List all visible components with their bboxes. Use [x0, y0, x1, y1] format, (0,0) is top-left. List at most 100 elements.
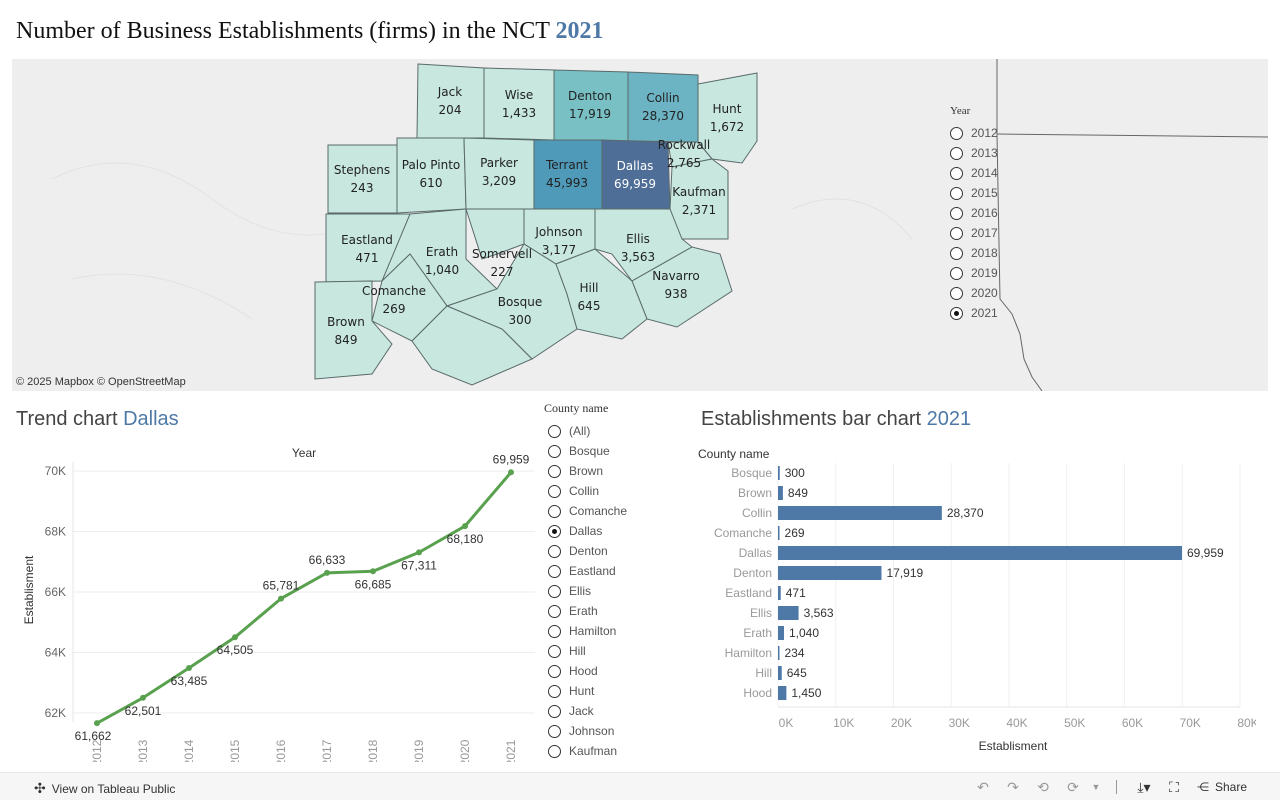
bar-eastland[interactable] [778, 586, 781, 600]
county-option-ellis[interactable]: Ellis [544, 581, 627, 601]
county-filter[interactable]: County name (All) Bosque Brown Collin Comanc… [544, 401, 627, 761]
radio-button[interactable] [548, 464, 561, 478]
county-label-johnson[interactable]: Johnson 3,177 [534, 225, 582, 257]
radio-button[interactable] [548, 664, 561, 678]
bar-dallas[interactable] [778, 546, 1183, 560]
radio-button[interactable] [548, 444, 561, 458]
radio-button[interactable] [950, 146, 963, 160]
county-option-johnson[interactable]: Johnson [544, 721, 627, 741]
radio-button[interactable] [950, 286, 963, 300]
bar-denton[interactable] [778, 566, 882, 580]
county-option-collin[interactable]: Collin [544, 481, 627, 501]
county-label-brown[interactable]: Brown 849 [327, 315, 365, 347]
year-option-2017[interactable]: 2017 [950, 223, 998, 243]
year-filter[interactable]: Year 2012 2013 2014 2015 2016 2017 2018 2019 202… [950, 105, 998, 323]
radio-button[interactable] [548, 704, 561, 718]
county-label-wise[interactable]: Wise 1,433 [502, 88, 536, 120]
trend-chart[interactable]: Year Establisment 62K 64K 66K 68K 70K 2012 2013 2… [16, 440, 540, 762]
county-option-kaufman[interactable]: Kaufman [544, 741, 627, 761]
county-map[interactable]: Jack 204 Wise 1,433 Denton 17,919 Collin 28,370… [12, 59, 1268, 391]
radio-button[interactable] [548, 424, 561, 438]
map-canvas[interactable]: Jack 204 Wise 1,433 Denton 17,919 Collin 28,370… [12, 59, 1268, 391]
radio-button[interactable] [548, 484, 561, 498]
undo-icon[interactable]: ↶ [977, 778, 989, 795]
share-button[interactable]: ⋲ Share [1197, 780, 1247, 794]
year-option-2013[interactable]: 2013 [950, 143, 998, 163]
view-on-tableau-link[interactable]: ✣ View on Tableau Public [34, 780, 175, 797]
map-attribution[interactable]: © 2025 Mapbox © OpenStreetMap [16, 376, 186, 388]
bar-collin[interactable] [778, 506, 942, 520]
county-option-comanche[interactable]: Comanche [544, 501, 627, 521]
radio-button[interactable] [950, 126, 963, 140]
county-label-rockwall[interactable]: Rockwall 2,765 [658, 138, 711, 170]
trend-point[interactable] [370, 568, 376, 575]
trend-point[interactable] [140, 694, 146, 701]
radio-button[interactable] [548, 744, 561, 758]
trend-point[interactable] [462, 523, 468, 530]
county-label-terrant[interactable]: Terrant 45,993 [545, 158, 588, 190]
radio-button[interactable] [548, 544, 561, 558]
chevron-down-icon[interactable]: ▼ [1091, 782, 1101, 792]
bar-comanche[interactable] [778, 526, 780, 540]
radio-button[interactable] [548, 604, 561, 618]
trend-point[interactable] [94, 720, 100, 727]
county-label-somervell[interactable]: Somervell 227 [472, 247, 532, 279]
county-option-hill[interactable]: Hill [544, 641, 627, 661]
bar-chart[interactable]: County name 0K 10K 20K 30K 40K 50K 60K 70K 80K Est… [696, 440, 1256, 762]
year-option-2015[interactable]: 2015 [950, 183, 998, 203]
county-label-jack[interactable]: Jack 204 [437, 85, 462, 117]
year-option-2014[interactable]: 2014 [950, 163, 998, 183]
county-option-brown[interactable]: Brown [544, 461, 627, 481]
county-label-hill[interactable]: Hill 645 [578, 281, 601, 313]
bar-ellis[interactable] [778, 606, 799, 620]
radio-button[interactable] [950, 186, 963, 200]
radio-button[interactable] [548, 504, 561, 518]
county-option-eastland[interactable]: Eastland [544, 561, 627, 581]
year-option-2016[interactable]: 2016 [950, 203, 998, 223]
trend-point[interactable] [508, 469, 514, 476]
county-option-hood[interactable]: Hood [544, 661, 627, 681]
county-label-hunt[interactable]: Hunt 1,672 [710, 102, 744, 134]
download-icon[interactable]: ⤓▾ [1137, 778, 1151, 795]
county-label-palo-pinto[interactable]: Palo Pinto 610 [402, 158, 461, 190]
radio-button[interactable] [950, 266, 963, 280]
fullscreen-icon[interactable]: ⛶ [1169, 778, 1179, 795]
radio-button[interactable] [950, 166, 963, 180]
county-label-navarro[interactable]: Navarro 938 [652, 269, 700, 301]
refresh-icon[interactable]: ⟳ [1067, 778, 1079, 795]
year-option-2021[interactable]: 2021 [950, 303, 998, 323]
radio-button[interactable] [548, 644, 561, 658]
bar-hood[interactable] [778, 686, 787, 700]
county-option-jack[interactable]: Jack [544, 701, 627, 721]
county-label-ellis[interactable]: Ellis 3,563 [621, 232, 655, 264]
county-label-kaufman[interactable]: Kaufman 2,371 [672, 185, 726, 217]
county-option-erath[interactable]: Erath [544, 601, 627, 621]
county-option-all[interactable]: (All) [544, 421, 627, 441]
county-option-bosque[interactable]: Bosque [544, 441, 627, 461]
county-option-denton[interactable]: Denton [544, 541, 627, 561]
trend-point[interactable] [232, 634, 238, 641]
trend-point[interactable] [416, 549, 422, 556]
bar-hill[interactable] [778, 666, 782, 680]
radio-button[interactable] [950, 306, 963, 320]
revert-icon[interactable]: ⟲ [1037, 778, 1049, 795]
county-label-comanche[interactable]: Comanche 269 [362, 284, 426, 316]
radio-button[interactable] [548, 684, 561, 698]
county-label-parker[interactable]: Parker 3,209 [480, 156, 518, 188]
year-option-2018[interactable]: 2018 [950, 243, 998, 263]
bar-hamilton[interactable] [778, 646, 780, 660]
county-label-bosque[interactable]: Bosque 300 [498, 295, 542, 327]
year-option-2012[interactable]: 2012 [950, 123, 998, 143]
county-option-dallas[interactable]: Dallas [544, 521, 627, 541]
county-label-eastland[interactable]: Eastland 471 [341, 233, 393, 265]
county-option-hunt[interactable]: Hunt [544, 681, 627, 701]
bar-bosque[interactable] [778, 466, 780, 480]
trend-point[interactable] [324, 569, 330, 576]
county-label-stephens[interactable]: Stephens 243 [334, 163, 390, 195]
radio-button[interactable] [548, 624, 561, 638]
radio-button[interactable] [548, 724, 561, 738]
radio-button[interactable] [548, 524, 561, 538]
radio-button[interactable] [950, 226, 963, 240]
bar-erath[interactable] [778, 626, 785, 640]
county-label-erath[interactable]: Erath 1,040 [425, 245, 459, 277]
